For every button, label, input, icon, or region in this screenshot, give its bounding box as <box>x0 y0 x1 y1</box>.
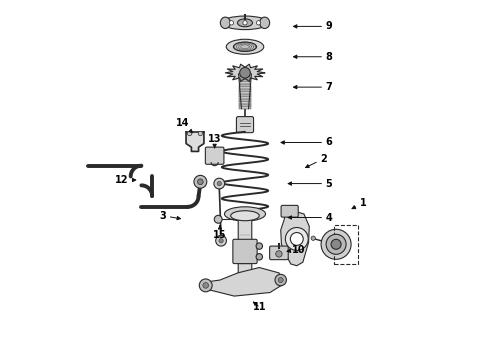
Bar <box>239 94 251 96</box>
Circle shape <box>256 21 261 25</box>
Circle shape <box>194 175 207 188</box>
Circle shape <box>311 236 316 240</box>
Text: 7: 7 <box>294 82 332 92</box>
Circle shape <box>188 131 192 136</box>
Ellipse shape <box>222 16 268 30</box>
Ellipse shape <box>224 207 266 221</box>
Circle shape <box>275 274 287 286</box>
Circle shape <box>285 228 308 250</box>
Circle shape <box>199 279 212 292</box>
Circle shape <box>197 179 203 185</box>
Bar <box>240 84 250 86</box>
Bar <box>239 101 251 104</box>
Text: 9: 9 <box>294 21 332 31</box>
Bar <box>240 79 250 81</box>
Text: 14: 14 <box>176 118 193 133</box>
Text: 5: 5 <box>288 179 332 189</box>
Text: 6: 6 <box>281 138 332 148</box>
Polygon shape <box>225 64 265 81</box>
Circle shape <box>217 181 221 186</box>
Ellipse shape <box>231 211 259 221</box>
Polygon shape <box>186 132 204 152</box>
Circle shape <box>214 215 222 223</box>
Circle shape <box>276 251 282 257</box>
Ellipse shape <box>233 42 257 51</box>
Circle shape <box>229 21 234 25</box>
Polygon shape <box>281 208 309 266</box>
Circle shape <box>326 234 346 254</box>
Circle shape <box>203 283 209 288</box>
Bar <box>240 74 250 76</box>
Text: 3: 3 <box>159 211 180 221</box>
Bar <box>239 99 251 101</box>
Circle shape <box>256 253 263 260</box>
Bar <box>239 104 251 106</box>
Bar <box>240 76 250 79</box>
Ellipse shape <box>226 39 264 54</box>
FancyBboxPatch shape <box>238 216 252 276</box>
Circle shape <box>216 235 226 246</box>
Circle shape <box>214 178 224 189</box>
Bar <box>334 225 358 264</box>
FancyBboxPatch shape <box>270 246 288 260</box>
Bar <box>239 96 251 99</box>
Bar <box>240 89 250 91</box>
FancyBboxPatch shape <box>281 205 298 217</box>
Bar <box>240 81 250 84</box>
Polygon shape <box>202 267 284 296</box>
Text: 13: 13 <box>208 134 221 148</box>
Text: 4: 4 <box>288 212 332 222</box>
Text: 2: 2 <box>306 154 327 167</box>
Text: 12: 12 <box>115 175 136 185</box>
Bar <box>239 106 251 109</box>
FancyBboxPatch shape <box>233 239 257 264</box>
Circle shape <box>219 239 223 243</box>
Text: 1: 1 <box>352 198 366 209</box>
Ellipse shape <box>220 17 230 28</box>
Circle shape <box>243 21 247 25</box>
Text: 8: 8 <box>294 52 332 62</box>
FancyBboxPatch shape <box>205 147 224 164</box>
Ellipse shape <box>238 19 252 27</box>
Circle shape <box>331 239 341 249</box>
Text: 11: 11 <box>252 302 266 312</box>
Circle shape <box>240 67 250 78</box>
Ellipse shape <box>260 17 270 28</box>
Circle shape <box>198 131 202 136</box>
Circle shape <box>321 229 351 259</box>
FancyBboxPatch shape <box>237 117 253 133</box>
Circle shape <box>256 243 263 249</box>
Circle shape <box>278 278 283 283</box>
Text: 15: 15 <box>213 226 227 240</box>
Bar <box>239 91 251 94</box>
Circle shape <box>291 233 303 246</box>
Bar <box>240 86 250 89</box>
Text: 10: 10 <box>287 245 305 255</box>
